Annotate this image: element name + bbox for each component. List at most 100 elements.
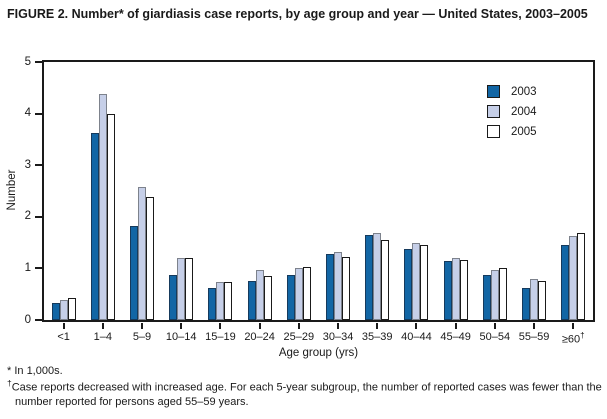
x-tick-label: 1–4 — [93, 331, 112, 343]
bar-2004 — [216, 282, 225, 320]
bar-group-15–19: 15–19 — [205, 62, 236, 343]
y-tick — [35, 215, 42, 218]
bar-2005 — [381, 240, 390, 320]
x-tick-label: 50–54 — [479, 331, 511, 343]
x-tick — [219, 323, 222, 329]
y-tick — [35, 267, 42, 270]
x-tick-label: <1 — [57, 331, 70, 343]
bar-group-≥60: ≥60† — [561, 62, 586, 346]
bar-2005 — [577, 233, 586, 320]
bar-2003 — [286, 274, 295, 320]
bar-2003 — [51, 302, 60, 320]
dagger-symbol: † — [580, 331, 585, 340]
x-tick-label: 45–49 — [440, 331, 471, 343]
bar-group-20–24: 20–24 — [244, 62, 275, 343]
x-tick-label: ≥60† — [561, 331, 585, 346]
legend-swatch-2005 — [487, 125, 500, 138]
y-tick — [35, 112, 42, 115]
bar-2004 — [59, 300, 68, 320]
legend-entry-2004: 2004 — [487, 105, 537, 118]
y-tick — [35, 319, 42, 321]
bar-group-<1: <1 — [51, 62, 76, 343]
bar-group-1–4: 1–4 — [90, 62, 115, 343]
bar-2004 — [490, 269, 499, 320]
x-tick — [533, 323, 536, 329]
x-tick-label: 55–59 — [518, 331, 550, 343]
x-tick-label: 30–34 — [322, 331, 354, 343]
bar-2005 — [498, 268, 507, 320]
bar-2004 — [98, 94, 107, 320]
x-tick-label: 15–19 — [205, 331, 236, 343]
legend-label: 2004 — [511, 105, 537, 118]
bar-group-55–59: 55–59 — [519, 62, 549, 343]
bar-2005 — [420, 245, 429, 320]
legend-swatch-2004 — [487, 105, 500, 118]
figure-title: FIGURE 2. Number* of giardiasis case rep… — [7, 7, 588, 21]
bar-2004 — [412, 242, 421, 320]
footnote-dagger: †Case reports decreased with increased a… — [7, 378, 603, 409]
bar-2003 — [522, 288, 531, 320]
x-tick — [572, 323, 575, 329]
y-tick-label: 1 — [24, 261, 31, 274]
bar-2003 — [404, 248, 413, 320]
legend-entry-2003: 2003 — [487, 85, 537, 98]
bar-2003 — [90, 133, 99, 320]
x-tick — [180, 323, 183, 329]
bar-2003 — [561, 245, 570, 320]
bar-2005 — [302, 267, 311, 320]
x-tick — [297, 323, 300, 329]
bar-2003 — [247, 281, 256, 320]
plot-area: 0 1 2 3 4 5 <1 1–4 5–9 10–14 15–19 20–24 25–29 30–34… — [25, 56, 595, 346]
bar-2004 — [294, 268, 303, 320]
bar-group-25–29: 25–29 — [284, 62, 314, 343]
x-tick-label: 35–39 — [361, 331, 393, 343]
x-tick-label: 40–44 — [401, 331, 432, 343]
y-tick-label: 2 — [24, 210, 31, 223]
bar-2005 — [67, 298, 76, 320]
bar-2003 — [326, 253, 335, 320]
bar-2005 — [538, 280, 547, 320]
bar-2005 — [146, 197, 154, 320]
bar-group-10–14: 10–14 — [166, 62, 197, 343]
bar-2005 — [263, 276, 272, 320]
x-tick — [415, 323, 418, 329]
dagger-symbol: † — [7, 378, 12, 389]
bar-2004 — [451, 258, 460, 320]
bar-groups: <1 1–4 5–9 10–14 15–19 20–24 25–29 30–34 35–39 40… — [44, 62, 593, 346]
bar-2005 — [224, 282, 233, 320]
footnotes: * In 1,000s. †Case reports decreased wit… — [7, 364, 603, 409]
y-tick-label: 0 — [24, 313, 31, 326]
x-tick-label: 20–24 — [244, 331, 275, 343]
bar-2004 — [255, 269, 264, 320]
bar-2004 — [530, 279, 539, 320]
bar-2003 — [130, 225, 138, 320]
bar-2005 — [185, 258, 194, 320]
y-tick-label: 4 — [24, 106, 31, 119]
bar-2004 — [373, 233, 382, 320]
x-tick — [101, 323, 104, 329]
bar-group-5–9: 5–9 — [130, 62, 154, 343]
bar-2003 — [208, 288, 217, 320]
bar-group-50–54: 50–54 — [480, 62, 510, 343]
x-axis-title: Age group (yrs) — [278, 347, 359, 359]
bar-group-40–44: 40–44 — [401, 62, 432, 343]
bar-2004 — [177, 258, 186, 320]
x-tick-label: 10–14 — [165, 331, 197, 343]
bar-group-30–34: 30–34 — [323, 62, 353, 343]
x-tick-label: 5–9 — [132, 331, 152, 343]
y-tick-label: 3 — [24, 158, 31, 171]
chart-legend: 2003 2004 2005 — [487, 85, 537, 145]
legend-entry-2005: 2005 — [487, 125, 537, 138]
bar-2004 — [569, 236, 578, 320]
legend-label: 2003 — [511, 85, 537, 98]
bar-2004 — [138, 187, 146, 320]
y-tick — [35, 61, 42, 63]
bar-2004 — [334, 251, 343, 320]
footnote-asterisk: * In 1,000s. — [7, 365, 63, 377]
x-tick — [454, 323, 457, 329]
footnote-dagger-text: Case reports decreased with increased ag… — [11, 381, 602, 408]
x-tick — [141, 323, 143, 329]
bar-group-45–49: 45–49 — [440, 62, 471, 343]
x-tick — [62, 323, 65, 329]
